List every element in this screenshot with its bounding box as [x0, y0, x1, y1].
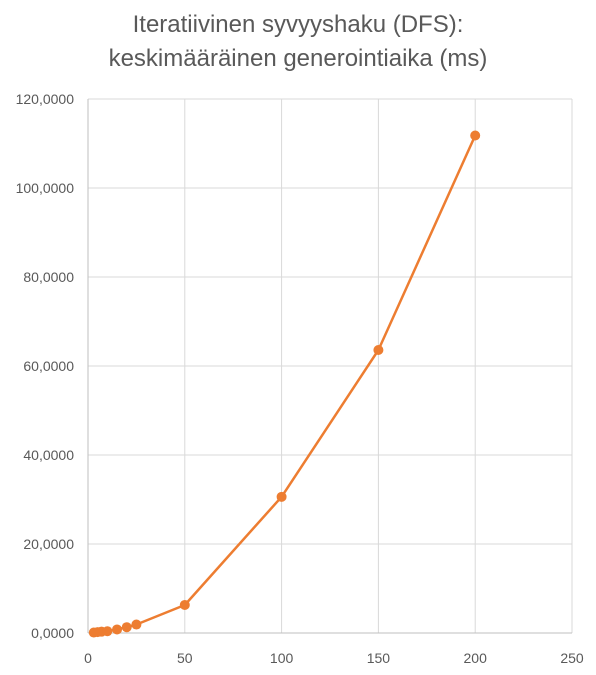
chart-title-line-1: Iteratiivinen syvyyshaku (DFS):	[132, 11, 464, 38]
series-line-0	[93, 134, 477, 634]
x-tick-label-5: 250	[560, 650, 584, 666]
x-tick-label-4: 200	[464, 650, 488, 666]
data-point-8	[276, 491, 287, 502]
data-point-10	[470, 130, 481, 141]
data-point-6	[131, 619, 142, 630]
data-point-3	[102, 626, 113, 637]
data-point-5	[121, 622, 132, 633]
x-tick-label-1: 50	[177, 650, 193, 666]
y-tick-label-3: 60,0000	[23, 358, 74, 374]
data-point-7	[179, 599, 190, 610]
y-tick-label-5: 100,0000	[16, 180, 75, 196]
y-tick-label-4: 80,0000	[23, 269, 74, 285]
data-point-9	[373, 344, 384, 355]
x-tick-label-3: 150	[367, 650, 391, 666]
data-point-4	[112, 624, 123, 635]
chart-title-line-2: keskimääräinen generointiaika (ms)	[108, 45, 488, 72]
y-tick-label-2: 40,0000	[23, 447, 74, 463]
chart-title: Iteratiivinen syvyyshaku (DFS): keskimää…	[0, 8, 596, 76]
y-tick-label-0: 0,0000	[31, 625, 74, 641]
x-tick-label-2: 100	[270, 650, 294, 666]
y-tick-label-6: 120,0000	[16, 91, 75, 107]
y-tick-label-1: 20,0000	[23, 536, 74, 552]
x-tick-label-0: 0	[84, 650, 92, 666]
